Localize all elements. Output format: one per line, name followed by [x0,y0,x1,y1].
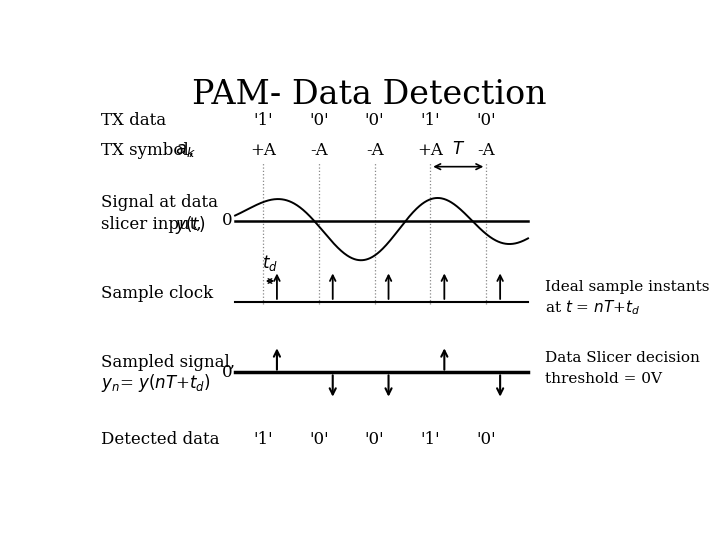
Text: '1': '1' [253,430,273,448]
Text: at $t$ = $nT$+$t_d$: at $t$ = $nT$+$t_d$ [545,299,640,318]
Text: threshold = 0V: threshold = 0V [545,372,662,386]
Text: -A: -A [366,141,383,159]
Text: PAM- Data Detection: PAM- Data Detection [192,79,546,111]
Text: '0': '0' [477,430,496,448]
Text: $y_n$= $y(nT$+$t_d)$: $y_n$= $y(nT$+$t_d)$ [101,372,211,394]
Text: TX data: TX data [101,112,166,130]
Text: Sampled signal,: Sampled signal, [101,354,235,370]
Text: Detected data: Detected data [101,430,220,448]
Text: $y(t)$: $y(t)$ [175,214,205,236]
Text: Ideal sample instants: Ideal sample instants [545,280,709,294]
Text: -A: -A [310,141,328,159]
Text: Sample clock: Sample clock [101,285,213,302]
Text: '0': '0' [365,112,384,130]
Text: $T$: $T$ [451,140,465,158]
Text: 0: 0 [222,364,233,381]
Text: '0': '0' [477,112,496,130]
Text: '1': '1' [253,112,273,130]
Text: +A: +A [250,141,276,159]
Text: Data Slicer decision: Data Slicer decision [545,351,700,365]
Text: $t_d$: $t_d$ [262,253,278,273]
Text: Signal at data: Signal at data [101,193,218,211]
Text: slicer input,: slicer input, [101,217,207,233]
Text: $a_k$: $a_k$ [175,141,196,159]
Text: '0': '0' [365,430,384,448]
Text: +A: +A [418,141,444,159]
Text: '0': '0' [309,430,328,448]
Text: -A: -A [477,141,495,159]
Text: 0: 0 [222,212,233,229]
Text: TX symbol,: TX symbol, [101,141,199,159]
Text: '1': '1' [420,430,440,448]
Text: '1': '1' [420,112,440,130]
Text: '0': '0' [309,112,328,130]
